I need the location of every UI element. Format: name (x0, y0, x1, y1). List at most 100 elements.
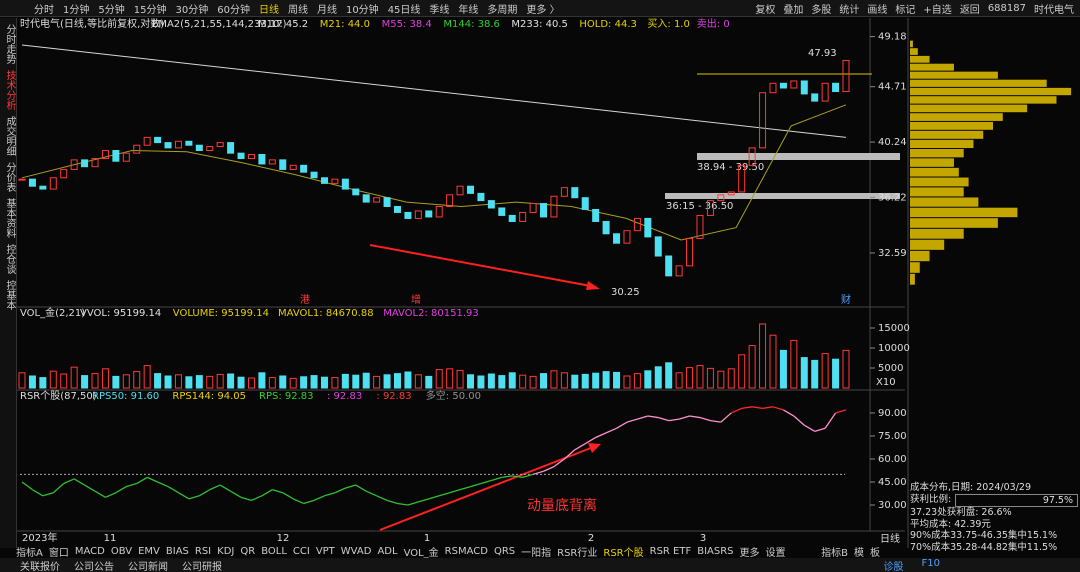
footer-tab[interactable]: F10 (921, 558, 940, 569)
volume-bar (738, 354, 746, 389)
volume-bar (800, 357, 808, 389)
indicator-tab[interactable]: BIASRS (697, 545, 734, 557)
side-tab[interactable]: 成交明细 (4, 116, 15, 156)
tool-button[interactable]: 叠加 (783, 5, 804, 16)
rsr-segment (616, 421, 628, 429)
indicator-tab[interactable]: RSR个股 (603, 547, 644, 559)
candle (581, 197, 589, 210)
tool-button[interactable]: 返回 (959, 5, 980, 16)
rsr-segment (73, 478, 85, 486)
tool-button[interactable]: 多股 (811, 5, 832, 16)
period-tab[interactable]: 日线 (258, 4, 279, 16)
period-tab[interactable]: 5分钟 (98, 4, 125, 16)
rsr-segment (522, 473, 534, 479)
indicator-tab[interactable]: OBV (110, 545, 133, 557)
side-tab[interactable]: 分价表 (4, 162, 15, 192)
side-tab[interactable]: 控基本 (4, 280, 15, 310)
candle (498, 207, 506, 216)
indicator-tab[interactable]: 设置 (765, 547, 786, 559)
indicator-tab[interactable]: VPT (315, 545, 335, 557)
rsr-segment (261, 489, 273, 497)
y-tick-label: 36.22 (878, 192, 907, 203)
indicator-tab[interactable]: RSR ETF (649, 545, 692, 557)
price-title: 时代电气(日线,等比前复权,对数) (20, 17, 164, 30)
candle (320, 177, 328, 184)
rsr-segment (814, 427, 826, 432)
x-tick-label: 11 (104, 533, 117, 544)
indicator-tab[interactable]: VOL_金 (403, 547, 439, 559)
period-tab[interactable]: 45日线 (387, 4, 421, 16)
candle (477, 192, 485, 202)
period-tab[interactable]: 季线 (429, 4, 450, 16)
indicator-tab[interactable]: 窗口 (48, 547, 69, 559)
indicator-tab[interactable]: RSR行业 (557, 547, 598, 559)
indicator-tab[interactable]: KDJ (217, 545, 235, 557)
rsr-segment (762, 406, 774, 409)
indicator-tab[interactable]: RSI (194, 545, 212, 557)
tool-button[interactable]: 复权 (755, 5, 776, 16)
period-tab[interactable]: 60分钟 (217, 4, 250, 16)
indicator-tab[interactable]: QRS (493, 545, 516, 557)
footer-tab[interactable]: 公司公告 (74, 561, 114, 572)
indicator-tab[interactable]: 板 (870, 548, 880, 559)
side-tab[interactable]: 分时走势 (4, 24, 15, 64)
footer-tab[interactable]: 公司研报 (182, 561, 222, 572)
period-tab[interactable]: 30分钟 (175, 4, 209, 16)
indicator-tab[interactable]: RSMACD (444, 545, 488, 557)
rsr-segment (439, 492, 450, 497)
tool-button[interactable]: +自选 (923, 5, 952, 16)
side-tab[interactable]: 基本资料 (4, 198, 15, 238)
period-tab[interactable]: 月线 (316, 4, 337, 16)
candle (341, 178, 349, 190)
range-label: 38.94 - 39.50 (697, 162, 764, 173)
indicator-tab[interactable]: QR (240, 545, 256, 557)
side-tab[interactable]: 技术分析 (4, 70, 15, 110)
indicator-tab[interactable]: BOLL (261, 545, 287, 557)
indicator-tab[interactable]: CCI (292, 545, 310, 557)
volume-bar (425, 375, 433, 389)
rsr-segment (543, 466, 555, 472)
chip-bar (910, 113, 1003, 121)
period-tab[interactable]: 周线 (287, 4, 308, 16)
tool-button[interactable]: 标记 (895, 5, 916, 16)
candle (122, 152, 130, 162)
footer-tab[interactable]: 关联报价 (20, 561, 60, 572)
candle (696, 214, 704, 239)
toolbar: 复权 叠加 多股 统计 画线 标记 +自选 返回 688187 时代电气 分时 1分钟 5分钟 15分钟 3… (0, 0, 1080, 17)
y-tick-label: 45.00 (878, 477, 907, 488)
period-tab[interactable]: 年线 (458, 4, 479, 16)
volume-bar (91, 373, 99, 389)
period-tab[interactable]: 15分钟 (133, 4, 167, 16)
period-tab[interactable]: 10分钟 (345, 4, 379, 16)
chip-bar (910, 187, 964, 197)
indicator-tab[interactable]: WVAD (340, 545, 372, 557)
indicator-tab[interactable]: EMV (138, 545, 160, 557)
rsr-segment (32, 489, 44, 497)
footer-tab[interactable]: 公司新闻 (128, 561, 168, 572)
tool-button[interactable]: 统计 (839, 5, 860, 16)
volume-bar (216, 373, 224, 389)
chip-bar (910, 130, 984, 139)
indicator-tab[interactable]: ADL (377, 545, 398, 557)
period-tab[interactable]: 1分钟 (63, 4, 90, 16)
footer-tab[interactable]: 诊股 (883, 562, 904, 572)
indicator-tab[interactable]: 更多 (739, 547, 760, 559)
volume-bar (373, 375, 381, 389)
header-stat: MAVOL2: 80151.93 (383, 308, 479, 319)
side-tab[interactable]: 控仓谈 (4, 244, 15, 274)
period-tab[interactable]: 分时 (34, 4, 54, 16)
indicator-tab[interactable]: MACD (74, 545, 105, 557)
indicator-tab[interactable]: 指标B (821, 548, 848, 559)
y-tick-label: 90.00 (878, 408, 907, 419)
indicator-tab[interactable]: 一阳指 (521, 547, 552, 559)
volume-bar (435, 369, 443, 389)
indicator-tab[interactable]: BIAS (165, 545, 189, 557)
period-tab[interactable]: 多周期 (487, 4, 518, 16)
rsr-segment (480, 479, 492, 485)
period-tab[interactable]: 更多 〉 (526, 4, 560, 16)
indicator-tab[interactable]: 指标A (16, 547, 43, 559)
rsr-segment (710, 419, 721, 423)
tool-button[interactable]: 画线 (867, 5, 888, 16)
indicator-tab[interactable]: 模 (854, 548, 864, 559)
sidebar: 分时走势技术分析成交明细分价表基本资料控仓谈控基本 (0, 18, 17, 548)
